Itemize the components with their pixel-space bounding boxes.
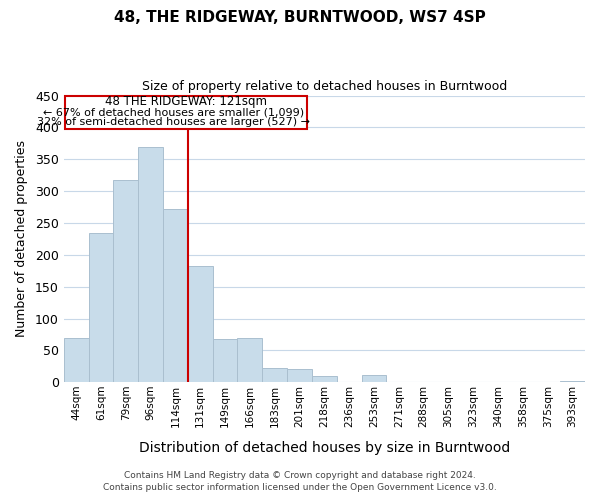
- Bar: [262, 368, 287, 382]
- Bar: [560, 381, 585, 382]
- Bar: [138, 146, 163, 382]
- Y-axis label: Number of detached properties: Number of detached properties: [15, 140, 28, 338]
- Bar: [312, 376, 337, 382]
- Text: 48, THE RIDGEWAY, BURNTWOOD, WS7 4SP: 48, THE RIDGEWAY, BURNTWOOD, WS7 4SP: [114, 10, 486, 25]
- Text: ← 67% of detached houses are smaller (1,099): ← 67% of detached houses are smaller (1,…: [43, 108, 304, 118]
- Text: 48 THE RIDGEWAY: 121sqm: 48 THE RIDGEWAY: 121sqm: [105, 96, 267, 108]
- Bar: [287, 370, 312, 382]
- Bar: [163, 209, 188, 382]
- Bar: [212, 339, 238, 382]
- Title: Size of property relative to detached houses in Burntwood: Size of property relative to detached ho…: [142, 80, 507, 93]
- Bar: [362, 374, 386, 382]
- Bar: [64, 338, 89, 382]
- Bar: [188, 266, 212, 382]
- Bar: [238, 338, 262, 382]
- X-axis label: Distribution of detached houses by size in Burntwood: Distribution of detached houses by size …: [139, 441, 510, 455]
- Bar: [89, 232, 113, 382]
- Bar: [113, 180, 138, 382]
- Text: Contains HM Land Registry data © Crown copyright and database right 2024.
Contai: Contains HM Land Registry data © Crown c…: [103, 471, 497, 492]
- FancyBboxPatch shape: [65, 96, 307, 128]
- Text: 32% of semi-detached houses are larger (527) →: 32% of semi-detached houses are larger (…: [37, 118, 310, 128]
